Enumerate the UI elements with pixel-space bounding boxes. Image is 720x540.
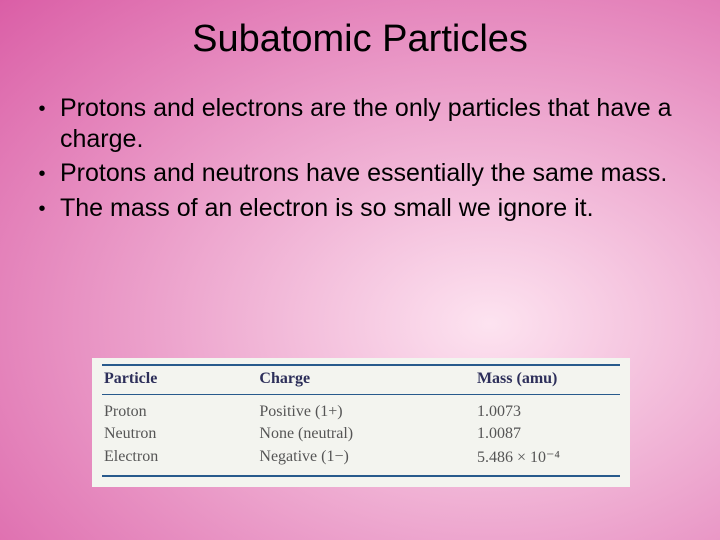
bullet-text: Protons and neutrons have essentially th… bbox=[60, 158, 682, 189]
cell-mass: 5.486 × 10⁻⁴ bbox=[475, 445, 620, 476]
table-header-row: Particle Charge Mass (amu) bbox=[102, 365, 620, 395]
slide: Subatomic Particles • Protons and electr… bbox=[0, 0, 720, 540]
cell-mass: 1.0073 bbox=[475, 395, 620, 424]
bullet-list: • Protons and electrons are the only par… bbox=[38, 93, 682, 223]
col-header-mass: Mass (amu) bbox=[475, 365, 620, 395]
bullet-item: • Protons and neutrons have essentially … bbox=[38, 158, 682, 189]
cell-particle: Proton bbox=[102, 395, 257, 424]
bullet-icon: • bbox=[38, 197, 46, 221]
table: Particle Charge Mass (amu) Proton Positi… bbox=[102, 364, 620, 477]
bullet-item: • Protons and electrons are the only par… bbox=[38, 93, 682, 154]
bullet-text: Protons and electrons are the only parti… bbox=[60, 93, 682, 154]
bullet-text: The mass of an electron is so small we i… bbox=[60, 193, 682, 224]
table-row: Neutron None (neutral) 1.0087 bbox=[102, 423, 620, 445]
table-row: Electron Negative (1−) 5.486 × 10⁻⁴ bbox=[102, 445, 620, 476]
bullet-icon: • bbox=[38, 97, 46, 121]
cell-charge: Positive (1+) bbox=[257, 395, 475, 424]
cell-particle: Electron bbox=[102, 445, 257, 476]
table-row: Proton Positive (1+) 1.0073 bbox=[102, 395, 620, 424]
col-header-particle: Particle bbox=[102, 365, 257, 395]
cell-charge: Negative (1−) bbox=[257, 445, 475, 476]
bullet-icon: • bbox=[38, 162, 46, 186]
slide-title: Subatomic Particles bbox=[0, 0, 720, 61]
col-header-charge: Charge bbox=[257, 365, 475, 395]
cell-particle: Neutron bbox=[102, 423, 257, 445]
cell-charge: None (neutral) bbox=[257, 423, 475, 445]
cell-mass: 1.0087 bbox=[475, 423, 620, 445]
particle-table: Particle Charge Mass (amu) Proton Positi… bbox=[92, 358, 630, 487]
bullet-item: • The mass of an electron is so small we… bbox=[38, 193, 682, 224]
